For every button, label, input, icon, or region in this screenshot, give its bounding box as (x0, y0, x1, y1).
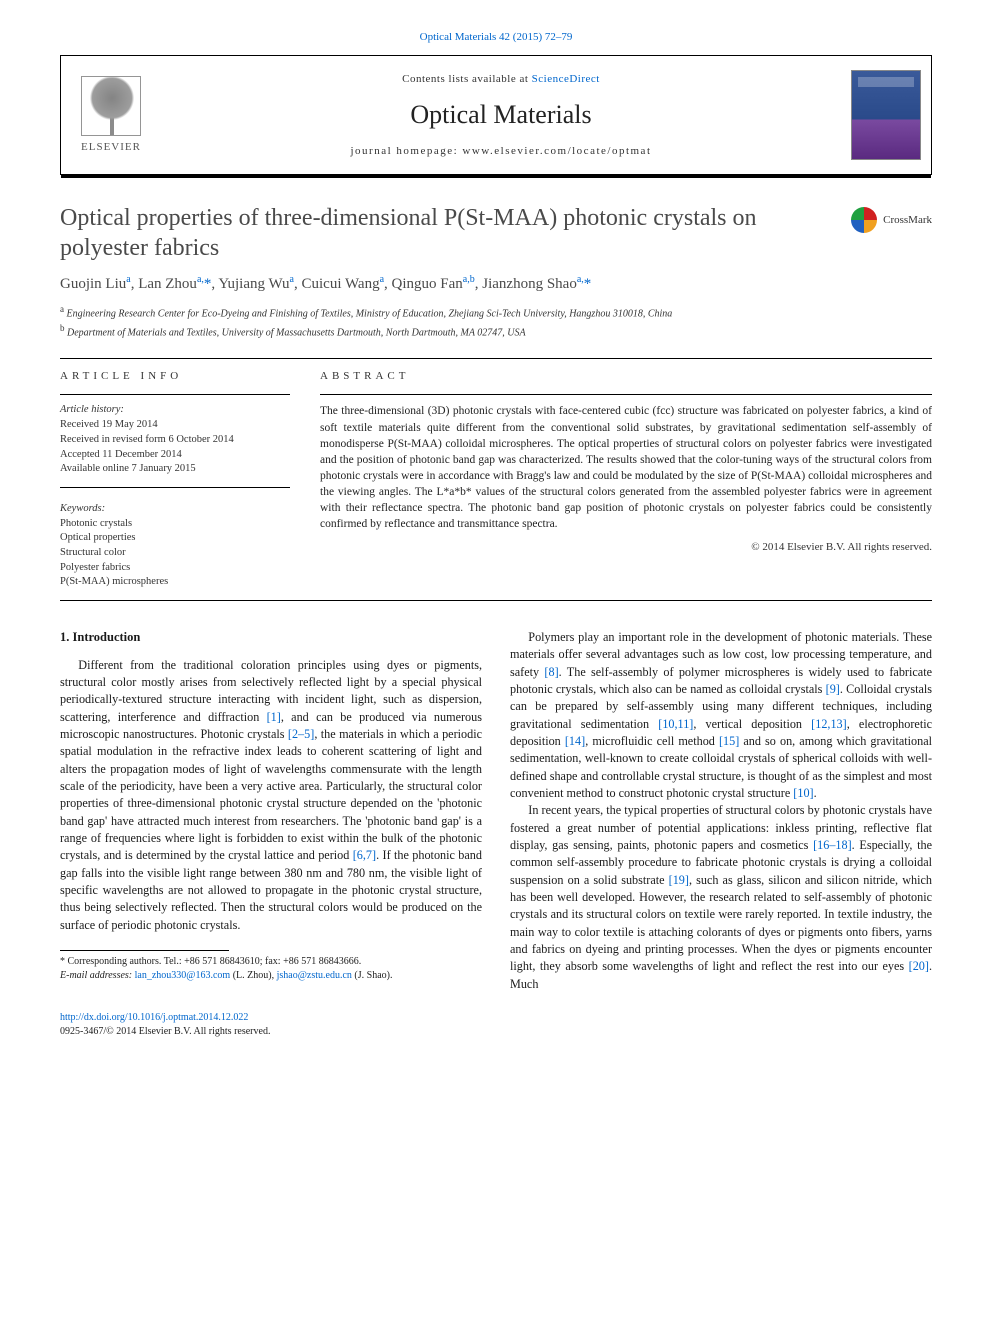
publisher-logo-block: ELSEVIER (61, 56, 161, 174)
elsevier-tree-icon (81, 76, 141, 136)
body-paragraph: Polymers play an important role in the d… (510, 629, 932, 802)
keyword: P(St-MAA) microspheres (60, 575, 290, 590)
sciencedirect-link[interactable]: ScienceDirect (532, 73, 600, 85)
body-paragraph: In recent years, the typical properties … (510, 802, 932, 993)
doi-link[interactable]: http://dx.doi.org/10.1016/j.optmat.2014.… (60, 1012, 248, 1023)
crossmark-label: CrossMark (883, 213, 932, 228)
page-footer: http://dx.doi.org/10.1016/j.optmat.2014.… (60, 1011, 932, 1039)
history-line: Received in revised form 6 October 2014 (60, 433, 290, 448)
citation-link[interactable]: [8] (544, 665, 558, 679)
rule (60, 358, 932, 359)
keyword: Polyester fabrics (60, 561, 290, 576)
journal-masthead: ELSEVIER Contents lists available at Sci… (60, 55, 932, 175)
body-paragraph: Different from the traditional coloratio… (60, 657, 482, 934)
email-link[interactable]: jshao@zstu.edu.cn (277, 970, 352, 981)
top-citation-link[interactable]: Optical Materials 42 (2015) 72–79 (420, 31, 573, 43)
citation-link[interactable]: [19] (669, 873, 689, 887)
email-link[interactable]: lan_zhou330@163.com (135, 970, 231, 981)
abstract-copyright: © 2014 Elsevier B.V. All rights reserved… (320, 540, 932, 555)
citation-link[interactable]: [10,11] (658, 717, 693, 731)
contents-line: Contents lists available at ScienceDirec… (402, 72, 600, 87)
issn-line: 0925-3467/© 2014 Elsevier B.V. All right… (60, 1026, 270, 1037)
article-history: Article history: Received 19 May 2014Rec… (60, 403, 290, 476)
journal-homepage: journal homepage: www.elsevier.com/locat… (351, 144, 652, 159)
abstract-column: ABSTRACT The three-dimensional (3D) phot… (320, 369, 932, 590)
citation-link[interactable]: [16–18] (813, 838, 852, 852)
citation-link[interactable]: [10] (793, 786, 813, 800)
article-body: 1. Introduction Different from the tradi… (60, 629, 932, 993)
journal-cover-icon (851, 70, 921, 160)
corresponding-author-footnote: * Corresponding authors. Tel.: +86 571 8… (60, 950, 482, 983)
keyword: Structural color (60, 546, 290, 561)
rule (60, 600, 932, 601)
masthead-center: Contents lists available at ScienceDirec… (161, 56, 841, 174)
affiliations: a Engineering Research Center for Eco-Dy… (60, 303, 932, 340)
history-line: Accepted 11 December 2014 (60, 448, 290, 463)
article-info-column: ARTICLE INFO Article history: Received 1… (60, 369, 290, 590)
rule (60, 950, 229, 951)
crossmark-icon (851, 207, 877, 233)
abstract-heading: ABSTRACT (320, 369, 932, 384)
keywords-label: Keywords: (60, 502, 290, 517)
crossmark-badge[interactable]: CrossMark (851, 203, 932, 233)
publisher-name: ELSEVIER (81, 140, 141, 155)
homepage-url[interactable]: www.elsevier.com/locate/optmat (462, 145, 651, 157)
section-heading: 1. Introduction (60, 629, 482, 647)
citation-link[interactable]: [9] (826, 682, 840, 696)
history-line: Received 19 May 2014 (60, 418, 290, 433)
article-info-heading: ARTICLE INFO (60, 369, 290, 384)
abstract-text: The three-dimensional (3D) photonic crys… (320, 403, 932, 532)
keywords-block: Keywords: Photonic crystalsOptical prope… (60, 502, 290, 590)
journal-name: Optical Materials (410, 97, 591, 133)
paper-title: Optical properties of three-dimensional … (60, 203, 839, 263)
top-citation: Optical Materials 42 (2015) 72–79 (60, 30, 932, 45)
keyword: Optical properties (60, 531, 290, 546)
history-label: Article history: (60, 403, 290, 418)
author-list: Guojin Liua, Lan Zhoua,*, Yujiang Wua, C… (60, 273, 932, 295)
citation-link[interactable]: [2–5] (288, 727, 314, 741)
history-line: Available online 7 January 2015 (60, 462, 290, 477)
citation-link[interactable]: [12,13] (811, 717, 847, 731)
keyword: Photonic crystals (60, 517, 290, 532)
citation-link[interactable]: [6,7] (353, 848, 376, 862)
citation-link[interactable]: [20] (909, 959, 929, 973)
citation-link[interactable]: [14] (565, 734, 585, 748)
citation-link[interactable]: [1] (267, 710, 281, 724)
citation-link[interactable]: [15] (719, 734, 739, 748)
journal-cover-block (841, 56, 931, 174)
